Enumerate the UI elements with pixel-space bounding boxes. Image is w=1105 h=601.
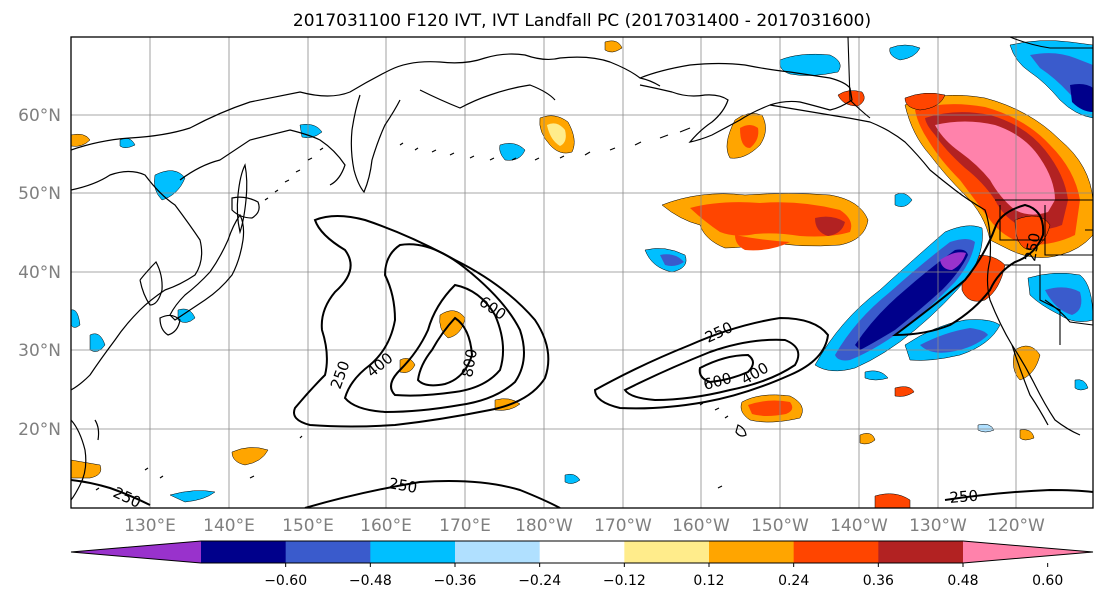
colorbar: −0.60 −0.48 −0.36 −0.24 −0.12 0.12 0.24 0.36 0.4… <box>70 540 1094 589</box>
contour-label-south-250-c: 250 <box>949 487 979 507</box>
lon-label-130e: 130°E <box>124 516 176 536</box>
lat-label-40n: 40°N <box>18 263 61 283</box>
lat-label-60n: 60°N <box>18 106 61 126</box>
colorbar-swatch <box>793 541 879 563</box>
latitude-labels: 60°N 50°N 40°N 30°N 20°N <box>18 106 61 440</box>
colorbar-tick-label: 0.24 <box>778 573 809 589</box>
lon-label-170w: 170°W <box>594 516 652 536</box>
colorbar-tick-label: −0.36 <box>434 573 477 589</box>
map-title: 2017031100 F120 IVT, IVT Landfall PC (20… <box>293 11 871 31</box>
lon-label-150w: 150°W <box>751 516 809 536</box>
lon-label-130w: 130°W <box>909 516 967 536</box>
colorbar-swatch <box>285 541 371 563</box>
colorbar-swatch <box>878 541 964 563</box>
colorbar-swatch <box>539 541 625 563</box>
colorbar-tick-label: 0.12 <box>693 573 724 589</box>
colorbar-tick-label: −0.24 <box>518 573 561 589</box>
lat-label-30n: 30°N <box>18 341 61 361</box>
colorbar-swatch <box>201 541 287 563</box>
lon-label-160e: 160°E <box>360 516 412 536</box>
contour-label-west-800: 800 <box>458 347 481 378</box>
lon-label-170e: 170°E <box>439 516 491 536</box>
lon-label-160w: 160°W <box>672 516 730 536</box>
coastlines <box>71 53 1081 501</box>
colorbar-tick-label: −0.60 <box>264 573 307 589</box>
lon-label-120w: 120°W <box>987 516 1045 536</box>
colorbar-extend-low <box>71 541 201 563</box>
map-frame <box>70 36 1094 509</box>
lon-label-150e: 150°E <box>282 516 334 536</box>
lat-label-50n: 50°N <box>18 184 61 204</box>
colorbar-tick-label: 0.36 <box>863 573 894 589</box>
colorbar-swatch <box>709 541 795 563</box>
colorbar-tick-label: 0.60 <box>1032 573 1063 589</box>
colorbar-tick-label: −0.12 <box>603 573 646 589</box>
lon-label-180w: 180°W <box>515 516 573 536</box>
colorbar-swatch <box>455 541 541 563</box>
political-borders <box>847 37 1093 345</box>
colorbar-tick-label: 0.48 <box>947 573 978 589</box>
longitude-labels: 130°E 140°E 150°E 160°E 170°E 180°W 170°… <box>124 516 1045 536</box>
ivt-contours <box>71 203 1093 508</box>
colorbar-tick-label: −0.48 <box>349 573 392 589</box>
colorbar-swatch <box>370 541 456 563</box>
lat-label-20n: 20°N <box>18 420 61 440</box>
colorbar-outline <box>70 540 1094 564</box>
lon-label-140e: 140°E <box>203 516 255 536</box>
graticule <box>71 37 1093 508</box>
contour-label-south-250-b: 250 <box>387 474 418 497</box>
positive-anomaly-field <box>71 40 1093 508</box>
map-area: 250 400 600 800 250 600 400 250 250 250 … <box>71 37 1093 508</box>
lon-label-140w: 140°W <box>830 516 888 536</box>
contour-label-coast-250: 250 <box>1021 231 1044 262</box>
colorbar-extend-high <box>963 541 1093 563</box>
ivt-contour-labels: 250 400 600 800 250 600 400 250 250 250 … <box>110 231 1044 508</box>
negative-anomaly-field <box>71 40 1093 503</box>
colorbar-swatch <box>624 541 710 563</box>
